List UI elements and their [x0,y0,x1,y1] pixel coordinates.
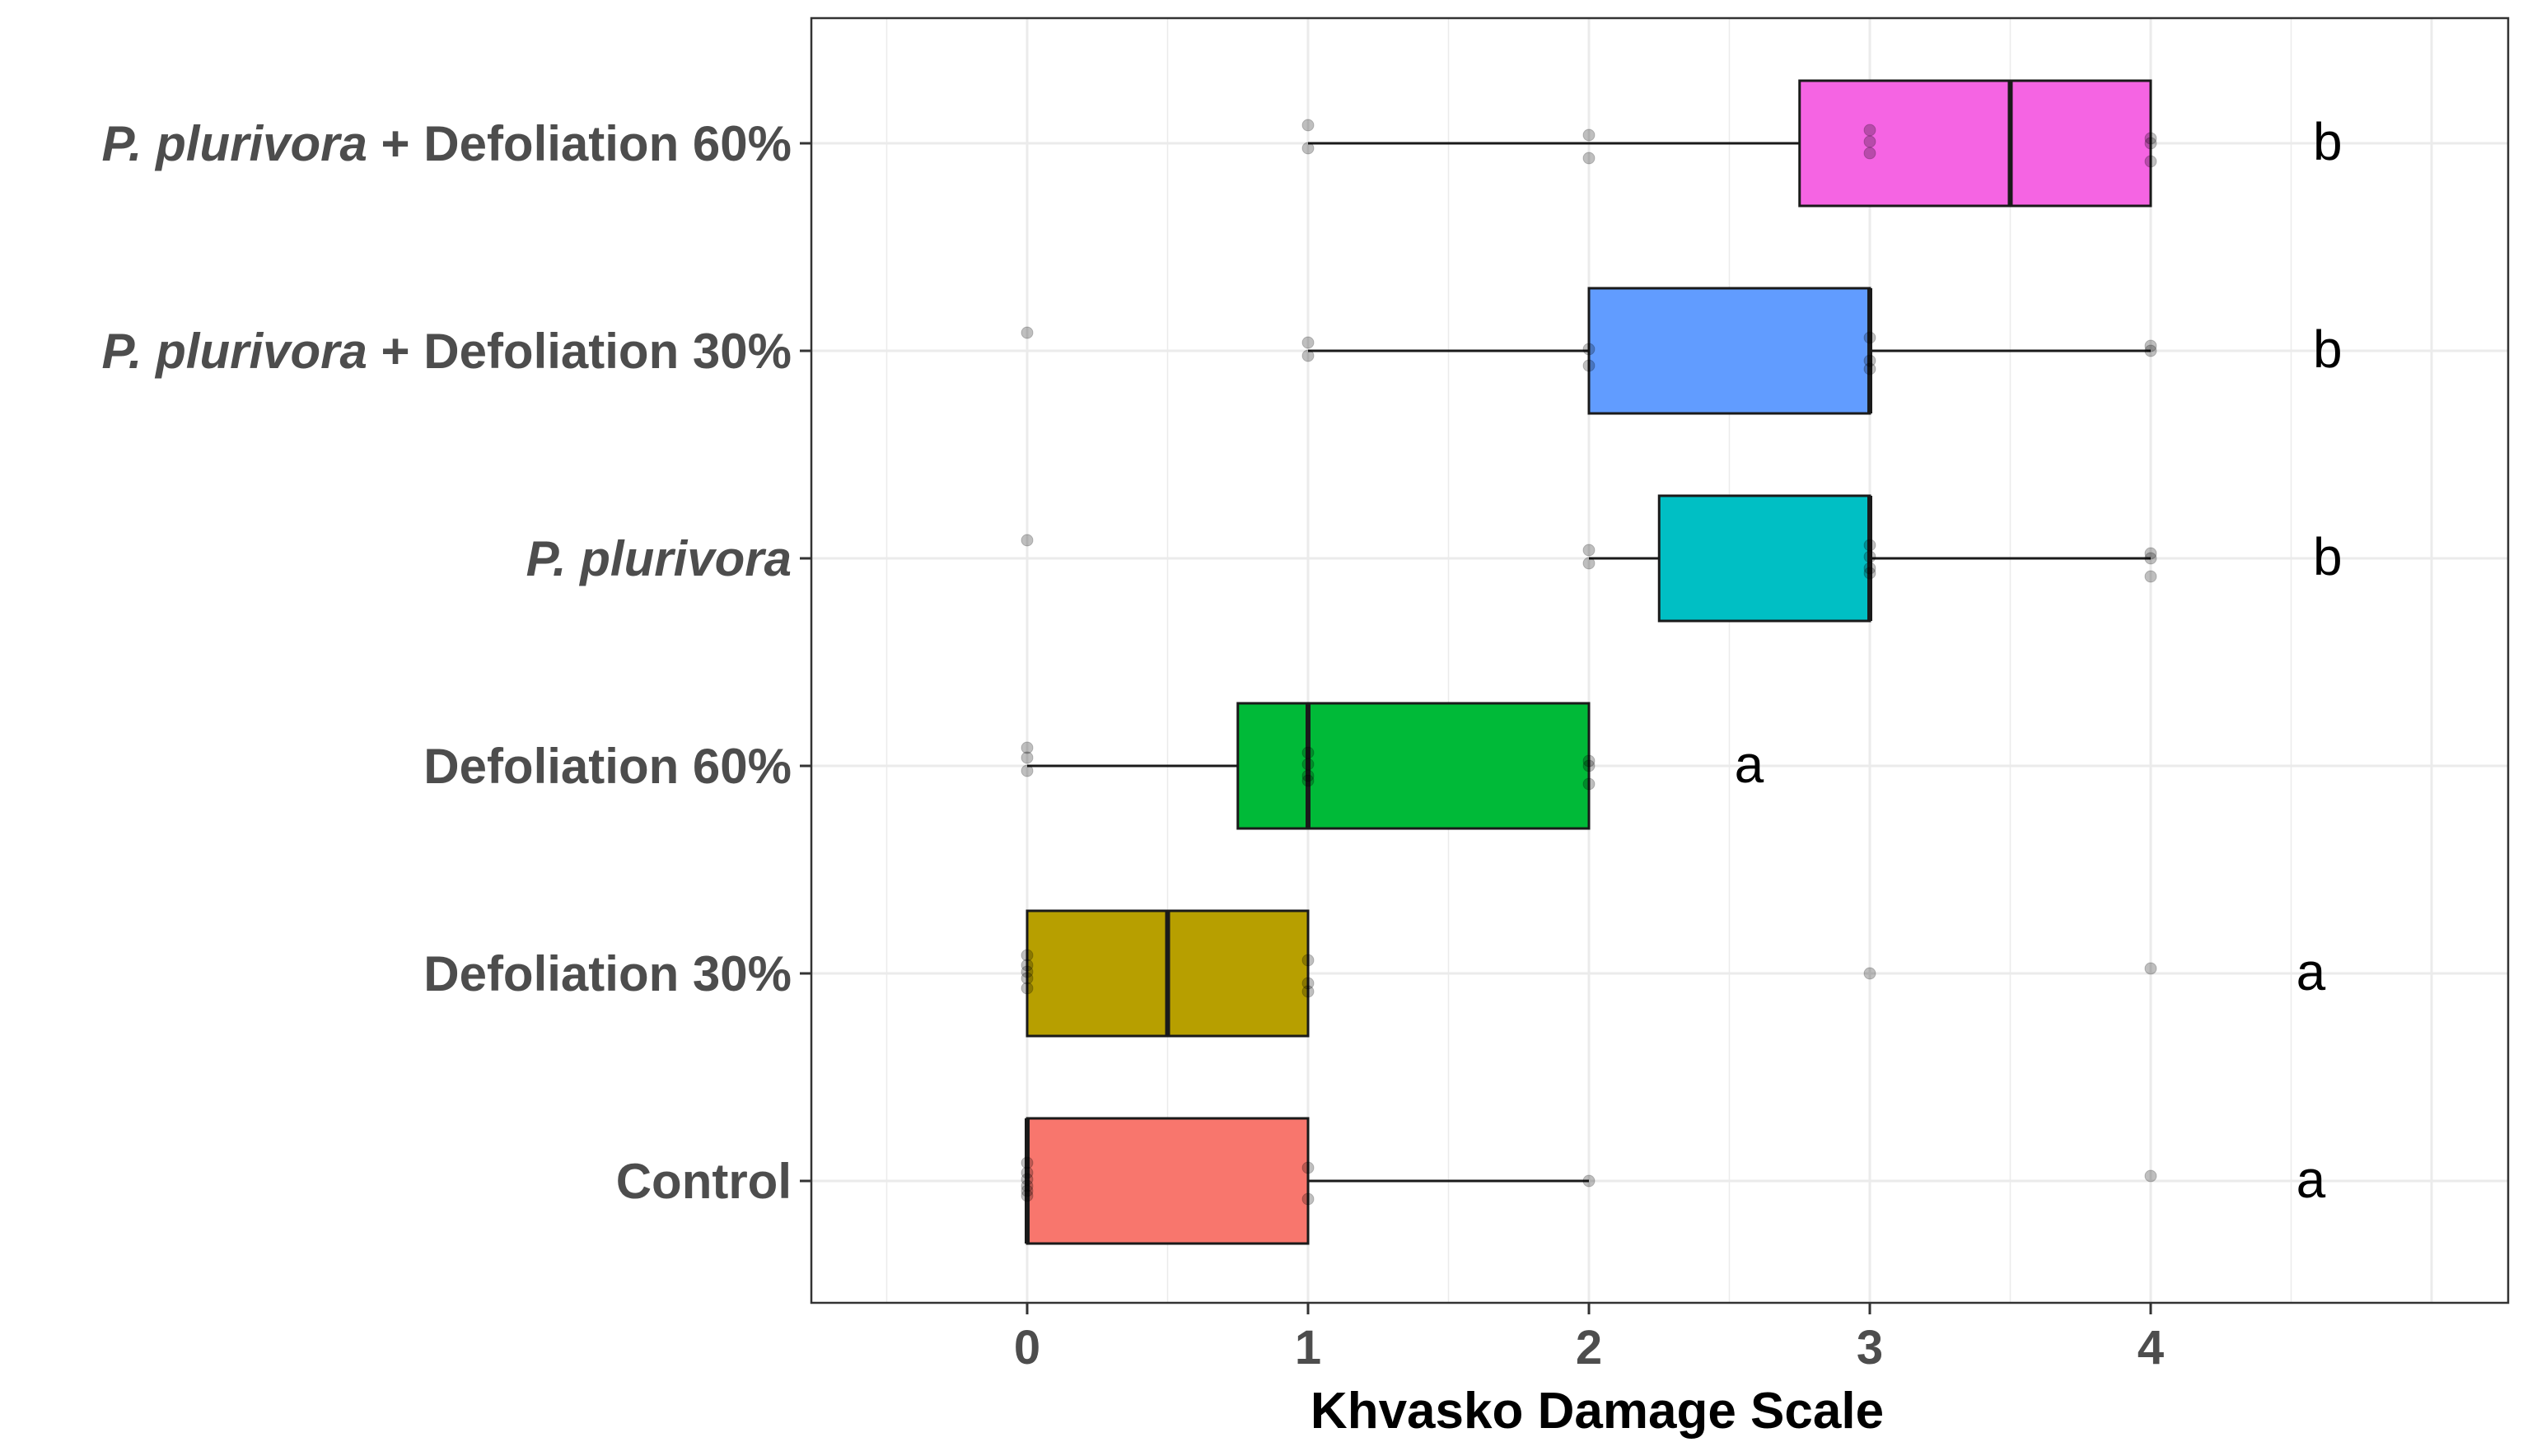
jitter-point [1021,764,1034,777]
jitter-point [1301,349,1315,362]
box-iqr [1026,1117,1310,1245]
jitter-point [2144,552,2157,565]
y-label-species: P. plurivora [102,116,367,171]
jitter-point [1021,326,1034,339]
jitter-point [1021,534,1034,547]
jitter-point [1021,982,1034,995]
jitter-point [1582,759,1596,772]
jitter-point [2144,339,2157,352]
panel-border [810,16,2510,1304]
jitter-point [1301,1192,1315,1206]
jitter-point [1301,977,1315,990]
x-axis-title: Khvasko Damage Scale [1311,1383,1884,1440]
significance-letter: b [2313,320,2343,379]
y-axis-label: P. plurivora [526,531,792,586]
y-axis-label: P. plurivora + Defoliation 60% [102,116,792,171]
jitter-point [1863,354,1876,367]
jitter-point [1582,343,1596,356]
jitter-point [1021,1184,1034,1197]
y-axis-label: Defoliation 30% [423,946,792,1001]
jitter-point [1301,985,1315,998]
significance-letter: b [2313,112,2343,171]
jitter-point [1863,135,1876,148]
y-label-species: P. plurivora [102,324,367,379]
y-label-text: + Defoliation 30% [367,324,792,379]
jitter-point [1301,119,1315,132]
letter-layer: a a a b b b [1735,112,2343,1209]
jitter-point [1863,331,1876,344]
jitter-point [2144,547,2157,560]
x-tick-label: 0 [1014,1321,1040,1374]
y-axis-label: P. plurivora + Defoliation 30% [102,324,792,379]
x-tick-label: 1 [1295,1321,1321,1374]
jitter-point [2144,570,2157,583]
jitter-point [1021,1156,1034,1169]
box-layer [1025,79,2152,1245]
y-axis-label: Defoliation 60% [423,739,792,794]
significance-letter: b [2313,527,2343,586]
jitter-point [1863,147,1876,160]
jitter-point [1021,1173,1034,1186]
jitter-point [1863,124,1876,137]
whisker-layer [1027,142,2151,1183]
y-label-text: Control [616,1154,792,1209]
jitter-point [1021,949,1034,962]
significance-letter: a [1735,735,1764,794]
jitter-point [1863,567,1876,580]
jitter-point [1021,965,1034,978]
jitter-point [1582,1174,1596,1188]
box-iqr [1657,494,1871,623]
y-label-text: + Defoliation 60% [367,116,792,171]
jitter-point [2144,344,2157,357]
significance-letter: a [2296,1150,2326,1209]
jitter-point [1301,142,1315,155]
jitter-point [1863,539,1876,552]
y-label-text: Defoliation 30% [423,946,792,1001]
jitter-point [1021,751,1034,764]
jitter-point [1301,336,1315,349]
jitter-point [1301,774,1315,787]
jitter-point [1301,758,1315,771]
jitter-point [2144,962,2157,975]
significance-letter: a [2296,942,2326,1001]
box-iqr [1798,79,2152,208]
jitter-point [2144,1169,2157,1183]
jitter-point [1021,741,1034,754]
jitter-point [1582,152,1596,165]
jitter-point [1021,959,1034,972]
y-label-text: Defoliation 60% [423,739,792,794]
y-axis-label: Control [616,1154,792,1209]
jitter-point [1582,754,1596,768]
jitter-point [1582,557,1596,570]
x-tick-label: 3 [1857,1321,1883,1374]
jitter-point [1301,746,1315,759]
point-layer [1021,119,2157,1206]
x-tick-label: 2 [1576,1321,1602,1374]
x-tick-label: 4 [2138,1321,2164,1374]
jitter-point [1582,544,1596,557]
jitter-point [1863,550,1876,563]
jitter-point [1021,1189,1034,1202]
axis-layer: Control Defoliation 30% Defoliation 60% P. … [102,116,2165,1374]
jitter-point [1021,972,1034,985]
jitter-point [1582,128,1596,142]
jitter-point [1582,777,1596,791]
jitter-point [1301,769,1315,782]
grid-layer [811,18,2508,1303]
jitter-point [1863,362,1876,376]
jitter-point [1863,967,1876,980]
box-iqr [1587,287,1871,415]
jitter-point [1301,1161,1315,1174]
jitter-point [2144,132,2157,145]
jitter-point [1863,562,1876,575]
box-iqr [1236,702,1591,830]
jitter-point [1582,359,1596,372]
y-label-species: P. plurivora [526,531,792,586]
jitter-point [1021,1166,1034,1179]
jitter-point [1301,954,1315,967]
jitter-point [2144,155,2157,168]
jitter-point [1021,1179,1034,1192]
jitter-point [2144,137,2157,150]
